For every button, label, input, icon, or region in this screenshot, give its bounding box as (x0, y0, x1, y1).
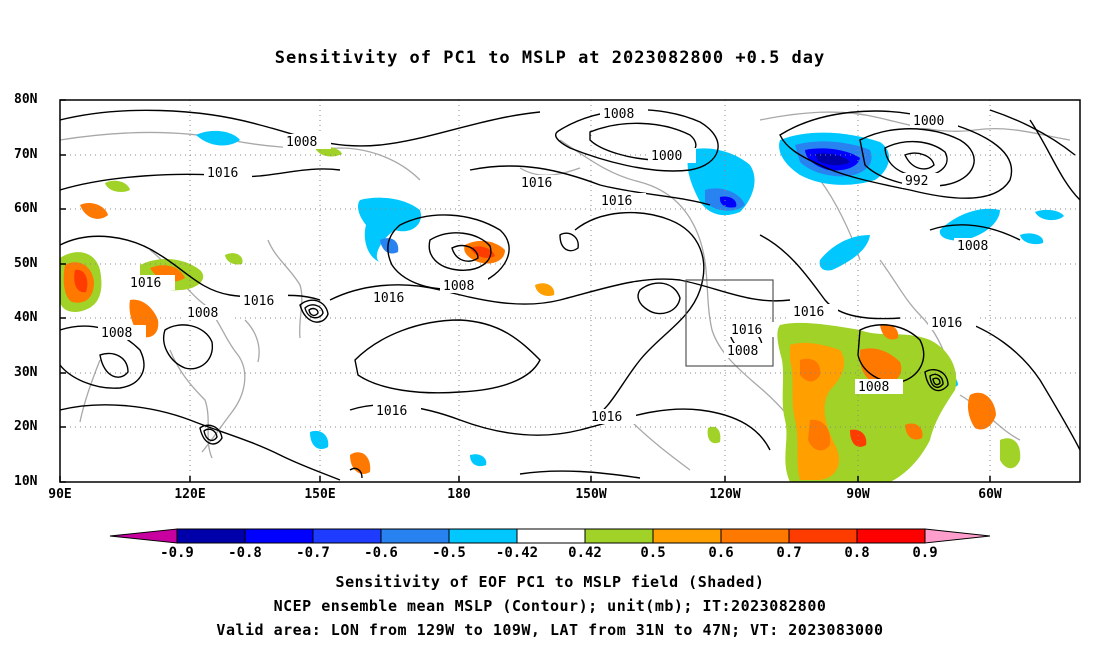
contour-label: 1016 (793, 305, 824, 320)
contour-label: 1008 (443, 279, 474, 294)
map-plot-area (60, 100, 1080, 482)
colorbar-label: -0.5 (432, 545, 466, 561)
lat-tick-label: 20N (14, 419, 38, 434)
lat-tick-label: 10N (14, 474, 38, 489)
colorbar-label: 0.5 (640, 545, 666, 561)
contour-label: 1016 (130, 276, 161, 291)
colorbar-swatch (720, 528, 790, 544)
contour-labels: 1008 1000 1000 1016 1016 992 1008 1016 1… (98, 106, 1002, 425)
map-title: Sensitivity of PC1 to MSLP at 2023082800… (274, 48, 826, 68)
colorbar-label: 0.42 (568, 545, 602, 561)
colorbar-label: 0.6 (708, 545, 734, 561)
contour-label: 1016 (521, 176, 552, 191)
contour-label: 1016 (601, 194, 632, 209)
lat-tick-label: 70N (14, 147, 38, 162)
colorbar-swatch (380, 528, 450, 544)
contour-label: 1000 (913, 114, 944, 129)
contour-label: 1000 (651, 149, 682, 164)
lon-tick-label: 180 (447, 487, 471, 502)
contour-label: 1008 (858, 380, 889, 395)
contour-label: 1008 (727, 344, 758, 359)
colorbar-low-arrow (109, 528, 178, 544)
colorbar-label: 0.9 (912, 545, 938, 561)
lat-tick-label: 80N (14, 92, 38, 107)
colorbar-swatch (652, 528, 722, 544)
lat-tick-label: 30N (14, 365, 38, 380)
colorbar-swatch (788, 528, 858, 544)
colorbar (109, 528, 991, 544)
colorbar-swatch (244, 528, 314, 544)
contour-label: 1008 (286, 135, 317, 150)
colorbar-swatch (176, 528, 246, 544)
contour-label: 992 (905, 174, 928, 189)
contour-label: 1016 (207, 166, 238, 181)
colorbar-swatch (584, 528, 654, 544)
contour-label: 1016 (731, 323, 762, 338)
lon-tick-label: 90E (48, 487, 72, 502)
lon-tick-label: 120E (174, 487, 206, 502)
contour-label: 1016 (591, 410, 622, 425)
contour-label: 1008 (603, 107, 634, 122)
colorbar-label: 0.7 (776, 545, 802, 561)
colorbar-label: -0.42 (495, 545, 539, 561)
lon-tick-label: 150W (575, 487, 607, 502)
colorbar-label: -0.9 (160, 545, 194, 561)
contour-label: 1016 (376, 404, 407, 419)
colorbar-label: -0.7 (296, 545, 330, 561)
tick-marks (59, 99, 991, 483)
lon-tick-label: 120W (709, 487, 741, 502)
caption-line: NCEP ensemble mean MSLP (Contour); unit(… (273, 597, 827, 615)
contour-label: 1008 (957, 239, 988, 254)
contour-label: 1016 (931, 316, 962, 331)
lat-tick-label: 50N (14, 256, 38, 271)
lat-tick-label: 60N (14, 201, 38, 216)
contour-label: 1008 (187, 306, 218, 321)
plot-frame (59, 99, 1081, 483)
lon-tick-label: 150E (304, 487, 336, 502)
colorbar-label: -0.8 (228, 545, 262, 561)
lat-tick-label: 40N (14, 310, 38, 325)
colorbar-label: -0.6 (364, 545, 398, 561)
contour-label: 1016 (243, 294, 274, 309)
colorbar-high-arrow (924, 528, 991, 544)
colorbar-label: 0.8 (844, 545, 870, 561)
lon-tick-label: 60W (978, 487, 1002, 502)
lon-tick-label: 90W (846, 487, 870, 502)
contour-label: 1008 (101, 326, 132, 341)
colorbar-swatch (312, 528, 382, 544)
caption-line: Sensitivity of EOF PC1 to MSLP field (Sh… (335, 573, 765, 591)
contour-label: 1016 (373, 291, 404, 306)
colorbar-swatch (448, 528, 518, 544)
caption-line: Valid area: LON from 129W to 109W, LAT f… (216, 621, 884, 639)
colorbar-swatch (516, 528, 586, 544)
colorbar-swatch (856, 528, 926, 544)
